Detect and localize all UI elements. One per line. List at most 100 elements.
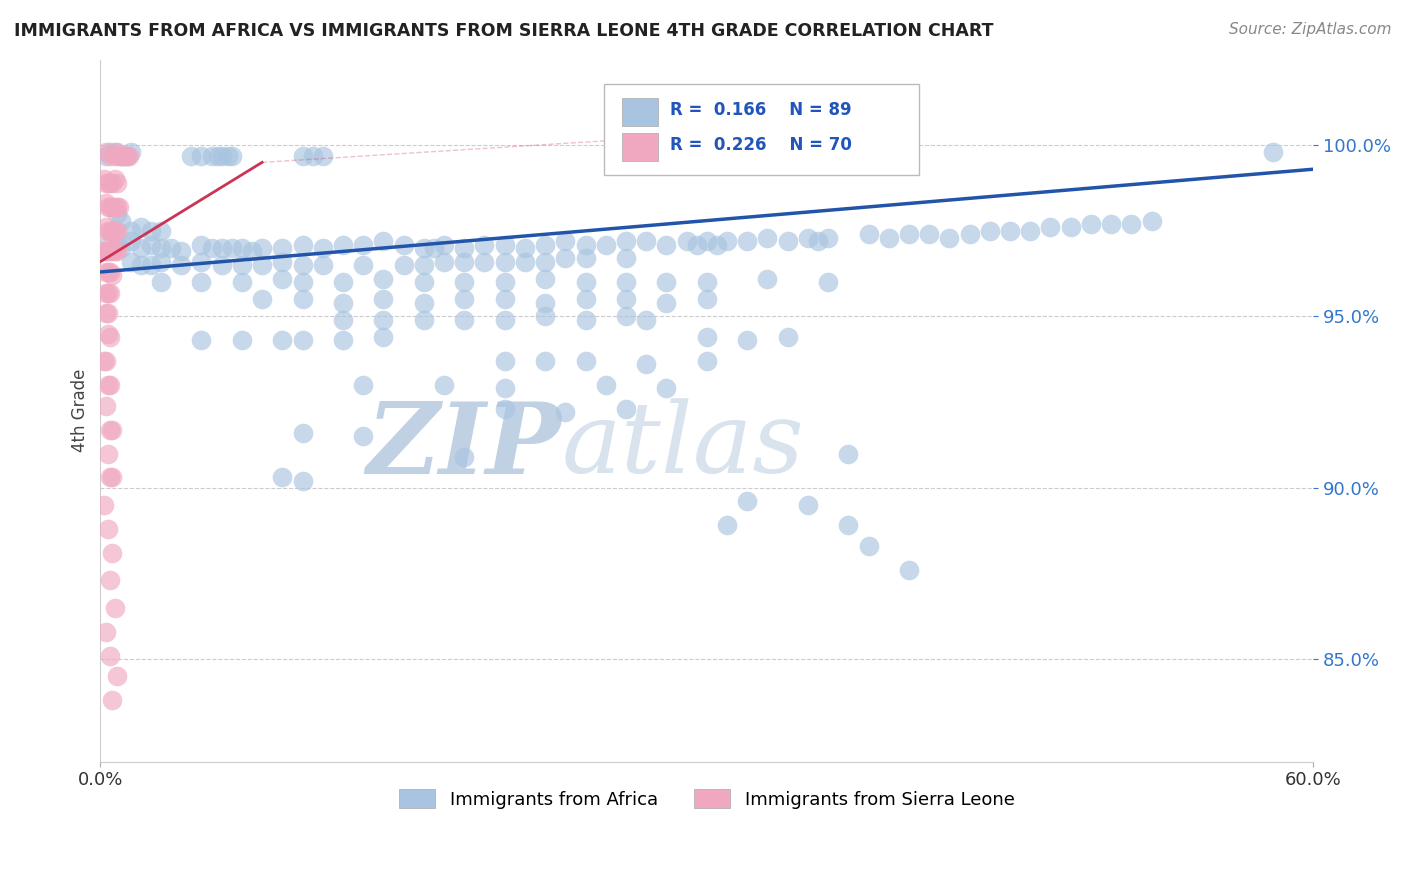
Point: [373, 234, 395, 248]
Text: Source: ZipAtlas.com: Source: ZipAtlas.com: [1229, 22, 1392, 37]
Point: [96, 145, 118, 159]
Point: [96, 244, 118, 259]
Point: [453, 313, 475, 327]
Point: [101, 200, 124, 214]
Point: [494, 313, 516, 327]
Point: [291, 334, 314, 348]
Point: [675, 234, 697, 248]
Point: [897, 227, 920, 242]
Point: [574, 237, 596, 252]
Point: [211, 258, 233, 272]
Text: R =  0.166    N = 89: R = 0.166 N = 89: [671, 101, 852, 120]
Point: [595, 237, 617, 252]
Point: [494, 381, 516, 395]
Point: [756, 230, 779, 244]
Point: [160, 241, 183, 255]
Point: [105, 224, 128, 238]
Point: [494, 401, 516, 416]
Point: [100, 176, 122, 190]
Point: [373, 272, 395, 286]
Point: [938, 230, 960, 244]
Point: [614, 401, 637, 416]
Point: [97, 176, 120, 190]
Point: [494, 275, 516, 289]
Point: [1140, 213, 1163, 227]
Point: [221, 241, 243, 255]
Text: IMMIGRANTS FROM AFRICA VS IMMIGRANTS FROM SIERRA LEONE 4TH GRADE CORRELATION CHA: IMMIGRANTS FROM AFRICA VS IMMIGRANTS FRO…: [14, 22, 994, 40]
Point: [120, 254, 142, 268]
Point: [100, 244, 122, 259]
Point: [423, 241, 446, 255]
Point: [120, 145, 142, 159]
Point: [534, 354, 557, 368]
Point: [1121, 217, 1143, 231]
Point: [103, 145, 125, 159]
Legend: Immigrants from Africa, Immigrants from Sierra Leone: Immigrants from Africa, Immigrants from …: [392, 782, 1022, 816]
Point: [797, 230, 820, 244]
Point: [250, 241, 273, 255]
Point: [103, 600, 125, 615]
Point: [332, 313, 354, 327]
Point: [150, 241, 173, 255]
Point: [474, 254, 496, 268]
Point: [301, 148, 323, 162]
Point: [93, 498, 115, 512]
Point: [150, 275, 173, 289]
Point: [494, 237, 516, 252]
Point: [129, 220, 152, 235]
Point: [817, 148, 839, 162]
Point: [1039, 220, 1062, 235]
Point: [105, 244, 128, 259]
Point: [636, 234, 658, 248]
Point: [190, 334, 212, 348]
Point: [103, 244, 125, 259]
Point: [332, 334, 354, 348]
Point: [716, 518, 738, 533]
Point: [221, 148, 243, 162]
Point: [105, 237, 128, 252]
Point: [554, 252, 576, 266]
Point: [96, 285, 118, 300]
Point: [97, 285, 120, 300]
Point: [100, 148, 122, 162]
Point: [655, 295, 678, 310]
Point: [352, 258, 374, 272]
Point: [291, 275, 314, 289]
Point: [291, 148, 314, 162]
Point: [150, 254, 173, 268]
Point: [101, 423, 124, 437]
Point: [534, 310, 557, 324]
Point: [96, 148, 118, 162]
Point: [696, 234, 718, 248]
Point: [756, 272, 779, 286]
Point: [998, 224, 1021, 238]
Point: [655, 275, 678, 289]
Point: [534, 237, 557, 252]
Point: [105, 669, 128, 683]
Point: [105, 176, 128, 190]
Point: [96, 399, 118, 413]
Point: [735, 234, 758, 248]
Point: [453, 241, 475, 255]
Point: [735, 494, 758, 508]
Point: [312, 241, 335, 255]
Point: [120, 234, 142, 248]
Point: [1060, 220, 1083, 235]
Point: [817, 230, 839, 244]
Point: [494, 293, 516, 307]
Point: [453, 293, 475, 307]
Point: [110, 241, 132, 255]
Point: [614, 234, 637, 248]
Point: [696, 354, 718, 368]
Point: [97, 522, 120, 536]
Point: [534, 254, 557, 268]
Point: [100, 330, 122, 344]
Point: [513, 254, 536, 268]
Point: [97, 265, 120, 279]
Point: [110, 148, 132, 162]
FancyBboxPatch shape: [603, 84, 920, 176]
Point: [433, 254, 456, 268]
Point: [837, 518, 859, 533]
Point: [271, 254, 294, 268]
Point: [139, 224, 162, 238]
